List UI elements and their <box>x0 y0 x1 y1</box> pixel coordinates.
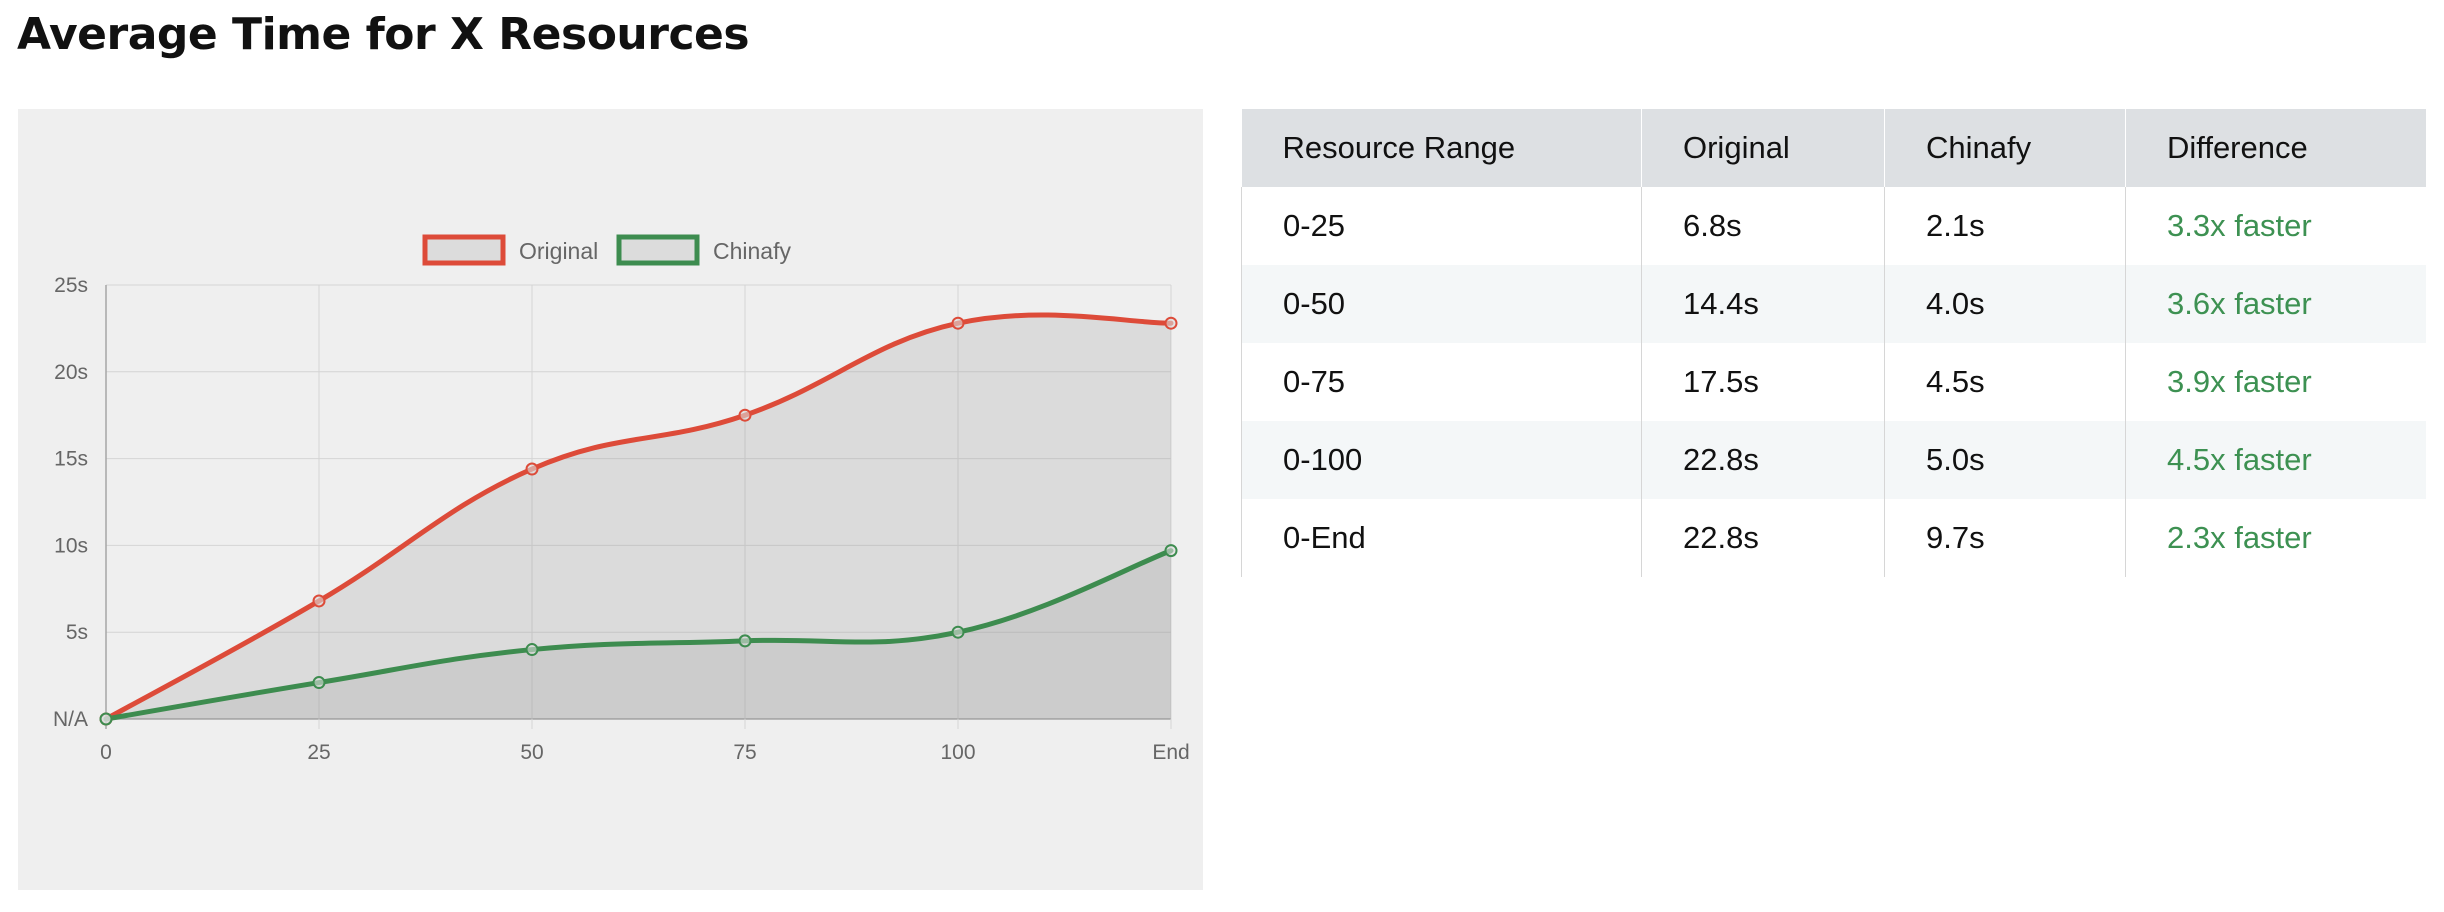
data-point-original <box>312 594 326 608</box>
data-point-chinafy <box>1164 544 1178 558</box>
cell-original: 17.5s <box>1641 343 1885 421</box>
legend-swatch-original <box>422 234 506 266</box>
y-tick-label: N/A <box>53 708 88 731</box>
cell-difference: 3.3x faster <box>2125 187 2426 265</box>
column-header-difference: Difference <box>2125 109 2426 187</box>
y-tick-label: 25s <box>54 274 88 297</box>
table-row: 0-100 22.8s 5.0s 4.5x faster <box>1241 421 2426 499</box>
cell-difference: 3.9x faster <box>2125 343 2426 421</box>
cell-chinafy: 9.7s <box>1884 499 2126 577</box>
cell-resource-range: 0-25 <box>1241 187 1642 265</box>
cell-chinafy: 4.5s <box>1884 343 2126 421</box>
legend-label-original: Original <box>519 238 598 264</box>
cell-original: 22.8s <box>1641 421 1885 499</box>
series-line-original <box>103 312 1174 722</box>
cell-original: 14.4s <box>1641 265 1885 343</box>
y-tick-label: 10s <box>54 534 88 557</box>
y-tick-label: 5s <box>66 621 88 644</box>
table-header-row: Resource Range Original Chinafy Differen… <box>1241 109 2426 187</box>
y-tick-label: 15s <box>54 448 88 471</box>
area-fill-chinafy <box>106 550 1171 719</box>
table-row: 0-End 22.8s 9.7s 2.3x faster <box>1241 499 2426 577</box>
data-point-chinafy <box>738 634 752 648</box>
cell-resource-range: 0-50 <box>1241 265 1642 343</box>
data-point-original <box>1164 316 1178 330</box>
cell-resource-range: 0-End <box>1241 499 1642 577</box>
cell-difference: 4.5x faster <box>2125 421 2426 499</box>
cell-resource-range: 0-75 <box>1241 343 1642 421</box>
data-point-original <box>738 408 752 422</box>
table-row: 0-75 17.5s 4.5s 3.9x faster <box>1241 343 2426 421</box>
cell-difference: 2.3x faster <box>2125 499 2426 577</box>
cell-original: 22.8s <box>1641 499 1885 577</box>
table-row: 0-50 14.4s 4.0s 3.6x faster <box>1241 265 2426 343</box>
x-tick-label: 0 <box>100 741 112 764</box>
data-point-original <box>951 316 965 330</box>
chart-panel: N/A 5s 10s 15s 20s 25s 0 25 50 75 100 End Original Ch… <box>18 109 1203 890</box>
cell-chinafy: 5.0s <box>1884 421 2126 499</box>
cell-original: 6.8s <box>1641 187 1885 265</box>
cell-chinafy: 4.0s <box>1884 265 2126 343</box>
x-tick-label: 100 <box>940 741 975 764</box>
area-fill-original <box>106 315 1171 719</box>
y-tick-label: 20s <box>54 361 88 384</box>
line-chart: N/A 5s 10s 15s 20s 25s 0 25 50 75 100 End Original Ch… <box>53 234 1190 764</box>
x-tick-label: End <box>1152 741 1189 764</box>
legend-swatch-chinafy <box>616 234 700 266</box>
cell-difference: 3.6x faster <box>2125 265 2426 343</box>
table-row: 0-25 6.8s 2.1s 3.3x faster <box>1241 187 2426 265</box>
x-tick-label: 25 <box>307 741 330 764</box>
cell-chinafy: 2.1s <box>1884 187 2126 265</box>
results-table-container: Resource Range Original Chinafy Differen… <box>1241 109 2426 577</box>
column-header-original: Original <box>1641 109 1885 187</box>
data-point-chinafy <box>951 625 965 639</box>
data-point-original <box>525 462 539 476</box>
data-point-chinafy <box>525 643 539 657</box>
series-line-chinafy <box>103 548 1174 722</box>
x-tick-label: 75 <box>733 741 756 764</box>
results-table: Resource Range Original Chinafy Differen… <box>1241 109 2426 577</box>
x-tick-label: 50 <box>520 741 543 764</box>
page-title: Average Time for X Resources <box>17 9 750 60</box>
cell-resource-range: 0-100 <box>1241 421 1642 499</box>
data-point-chinafy <box>312 676 326 690</box>
legend-label-chinafy: Chinafy <box>713 238 791 264</box>
column-header-resource-range: Resource Range <box>1282 130 1516 165</box>
data-point-chinafy <box>99 712 113 726</box>
column-header-chinafy: Chinafy <box>1884 109 2126 187</box>
